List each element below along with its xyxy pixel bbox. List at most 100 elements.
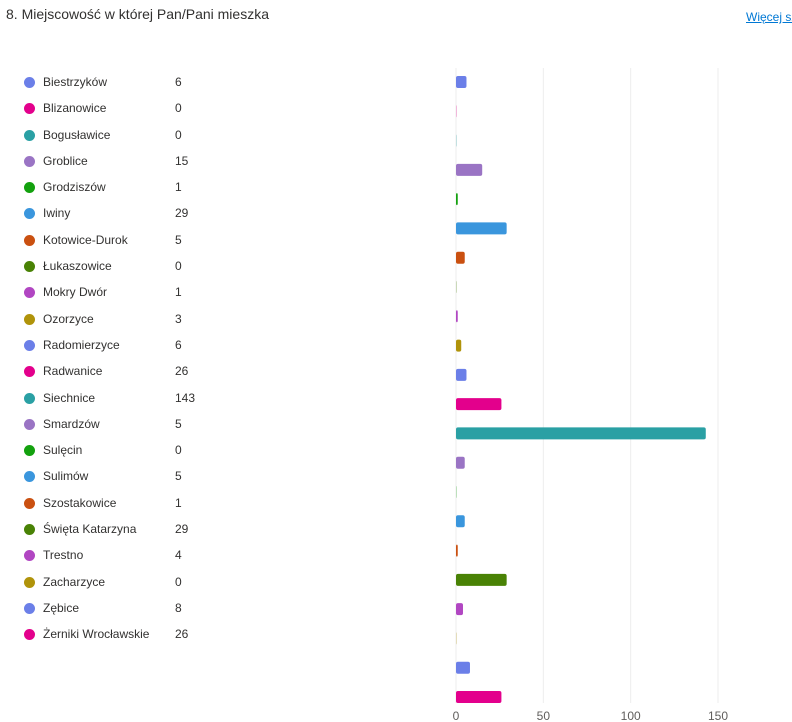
bar[interactable] bbox=[456, 76, 467, 88]
legend-label: Szostakowice bbox=[43, 495, 117, 510]
legend-label: Smardzów bbox=[43, 416, 100, 431]
legend-item: Łukaszowice 0 bbox=[24, 254, 224, 280]
legend-swatch bbox=[24, 392, 35, 404]
legend-count: 6 bbox=[175, 337, 182, 352]
legend-count: 4 bbox=[175, 548, 182, 563]
legend-item: Trestno 4 bbox=[24, 543, 224, 569]
legend-item: Mokry Dwór 1 bbox=[24, 280, 224, 306]
legend-label: Sulimów bbox=[43, 469, 89, 484]
bar[interactable] bbox=[456, 281, 457, 293]
legend-label: Radwanice bbox=[43, 364, 103, 379]
bar[interactable] bbox=[456, 603, 463, 616]
bar[interactable] bbox=[456, 105, 457, 118]
bar[interactable] bbox=[456, 193, 458, 206]
bar[interactable] bbox=[456, 544, 458, 557]
legend-count: 6 bbox=[175, 75, 182, 89]
legend-item: Szostakowice 1 bbox=[24, 491, 224, 517]
legend-swatch bbox=[24, 366, 35, 378]
chart-legend: Biestrzyków 6 Blizanowice 0 Bogusławice 0 Grob… bbox=[24, 70, 224, 649]
legend-label: Żerniki Wrocławskie bbox=[43, 627, 150, 642]
legend-swatch bbox=[24, 287, 35, 299]
legend-label: Trestno bbox=[43, 548, 84, 563]
legend-swatch bbox=[24, 103, 35, 115]
legend-label: Święta Katarzyna bbox=[43, 522, 137, 537]
legend-item: Biestrzyków 6 bbox=[24, 70, 224, 96]
legend-count: 26 bbox=[175, 627, 189, 642]
legend-swatch bbox=[24, 602, 35, 614]
bar[interactable] bbox=[456, 398, 502, 411]
legend-label: Ozorzyce bbox=[43, 311, 94, 326]
legend-swatch bbox=[24, 208, 35, 220]
bar[interactable] bbox=[456, 515, 465, 528]
legend-count: 0 bbox=[175, 574, 182, 589]
bar[interactable] bbox=[456, 427, 706, 440]
legend-label: Biestrzyków bbox=[43, 75, 108, 89]
legend-swatch bbox=[24, 261, 35, 273]
bar[interactable] bbox=[456, 251, 465, 264]
legend-swatch bbox=[24, 313, 35, 325]
legend-count: 0 bbox=[175, 259, 182, 274]
bar[interactable] bbox=[456, 456, 465, 469]
legend-item: Ozorzyce 3 bbox=[24, 307, 224, 333]
bar[interactable] bbox=[456, 632, 457, 645]
legend-swatch bbox=[24, 129, 35, 141]
legend-item: Żerniki Wrocławskie 26 bbox=[24, 622, 224, 648]
legend-label: Łukaszowice bbox=[43, 259, 112, 274]
legend-swatch bbox=[24, 576, 35, 588]
legend-count: 8 bbox=[175, 600, 182, 615]
legend-item: Radomierzyce 6 bbox=[24, 333, 224, 359]
legend-swatch bbox=[24, 418, 35, 430]
legend-count: 0 bbox=[175, 443, 182, 458]
legend-label: Mokry Dwór bbox=[43, 285, 108, 300]
legend-item: Święta Katarzyna 29 bbox=[24, 517, 224, 543]
bar[interactable] bbox=[456, 163, 483, 176]
legend-item: Zębice 8 bbox=[24, 596, 224, 622]
legend-label: Blizanowice bbox=[43, 101, 107, 116]
legend-swatch bbox=[24, 77, 35, 88]
legend-count: 1 bbox=[175, 285, 182, 300]
legend-item: Sulimów 5 bbox=[24, 464, 224, 490]
bar[interactable] bbox=[456, 310, 458, 323]
legend-label: Groblice bbox=[43, 153, 88, 168]
bar[interactable] bbox=[456, 134, 457, 147]
bar[interactable] bbox=[456, 368, 467, 381]
legend-item: Bogusławice 0 bbox=[24, 123, 224, 149]
legend-swatch bbox=[24, 629, 35, 641]
bar[interactable] bbox=[456, 486, 457, 498]
x-tick-label: 100 bbox=[621, 709, 641, 722]
legend-swatch bbox=[24, 524, 35, 536]
legend-swatch bbox=[24, 445, 35, 457]
legend-item: Groblice 15 bbox=[24, 149, 224, 175]
legend-count: 0 bbox=[175, 127, 182, 142]
legend-label: Bogusławice bbox=[43, 127, 111, 142]
x-tick-label: 150 bbox=[708, 709, 728, 722]
legend-count: 3 bbox=[175, 311, 182, 326]
legend-label: Zacharzyce bbox=[43, 574, 106, 589]
legend-swatch bbox=[24, 497, 35, 509]
question-title: 8. Miejscowość w której Pan/Pani mieszka bbox=[6, 6, 269, 22]
bar[interactable] bbox=[456, 661, 470, 674]
legend-count: 5 bbox=[175, 416, 182, 431]
legend-count: 1 bbox=[175, 495, 182, 510]
bar[interactable] bbox=[456, 691, 502, 703]
legend-item: Iwiny 29 bbox=[24, 201, 224, 227]
legend-swatch bbox=[24, 155, 35, 167]
legend-count: 1 bbox=[175, 180, 182, 195]
legend-label: Grodziszów bbox=[43, 180, 106, 195]
legend-item: Kotowice-Durok 5 bbox=[24, 228, 224, 254]
legend-label: Zębice bbox=[43, 600, 80, 615]
legend-count: 26 bbox=[175, 364, 189, 379]
bar[interactable] bbox=[456, 573, 507, 586]
legend-item: Sulęcin 0 bbox=[24, 438, 224, 464]
bar[interactable] bbox=[456, 339, 462, 352]
legend-count: 5 bbox=[175, 469, 182, 484]
bar[interactable] bbox=[456, 222, 507, 235]
legend-item: Zacharzyce 0 bbox=[24, 570, 224, 596]
legend-count: 143 bbox=[175, 390, 196, 405]
more-details-link[interactable]: Więcej sz bbox=[746, 10, 792, 24]
legend-label: Iwiny bbox=[43, 206, 71, 221]
legend-count: 5 bbox=[175, 232, 182, 247]
legend-label: Siechnice bbox=[43, 390, 96, 405]
legend-label: Radomierzyce bbox=[43, 337, 120, 352]
legend-label: Sulęcin bbox=[43, 443, 83, 458]
